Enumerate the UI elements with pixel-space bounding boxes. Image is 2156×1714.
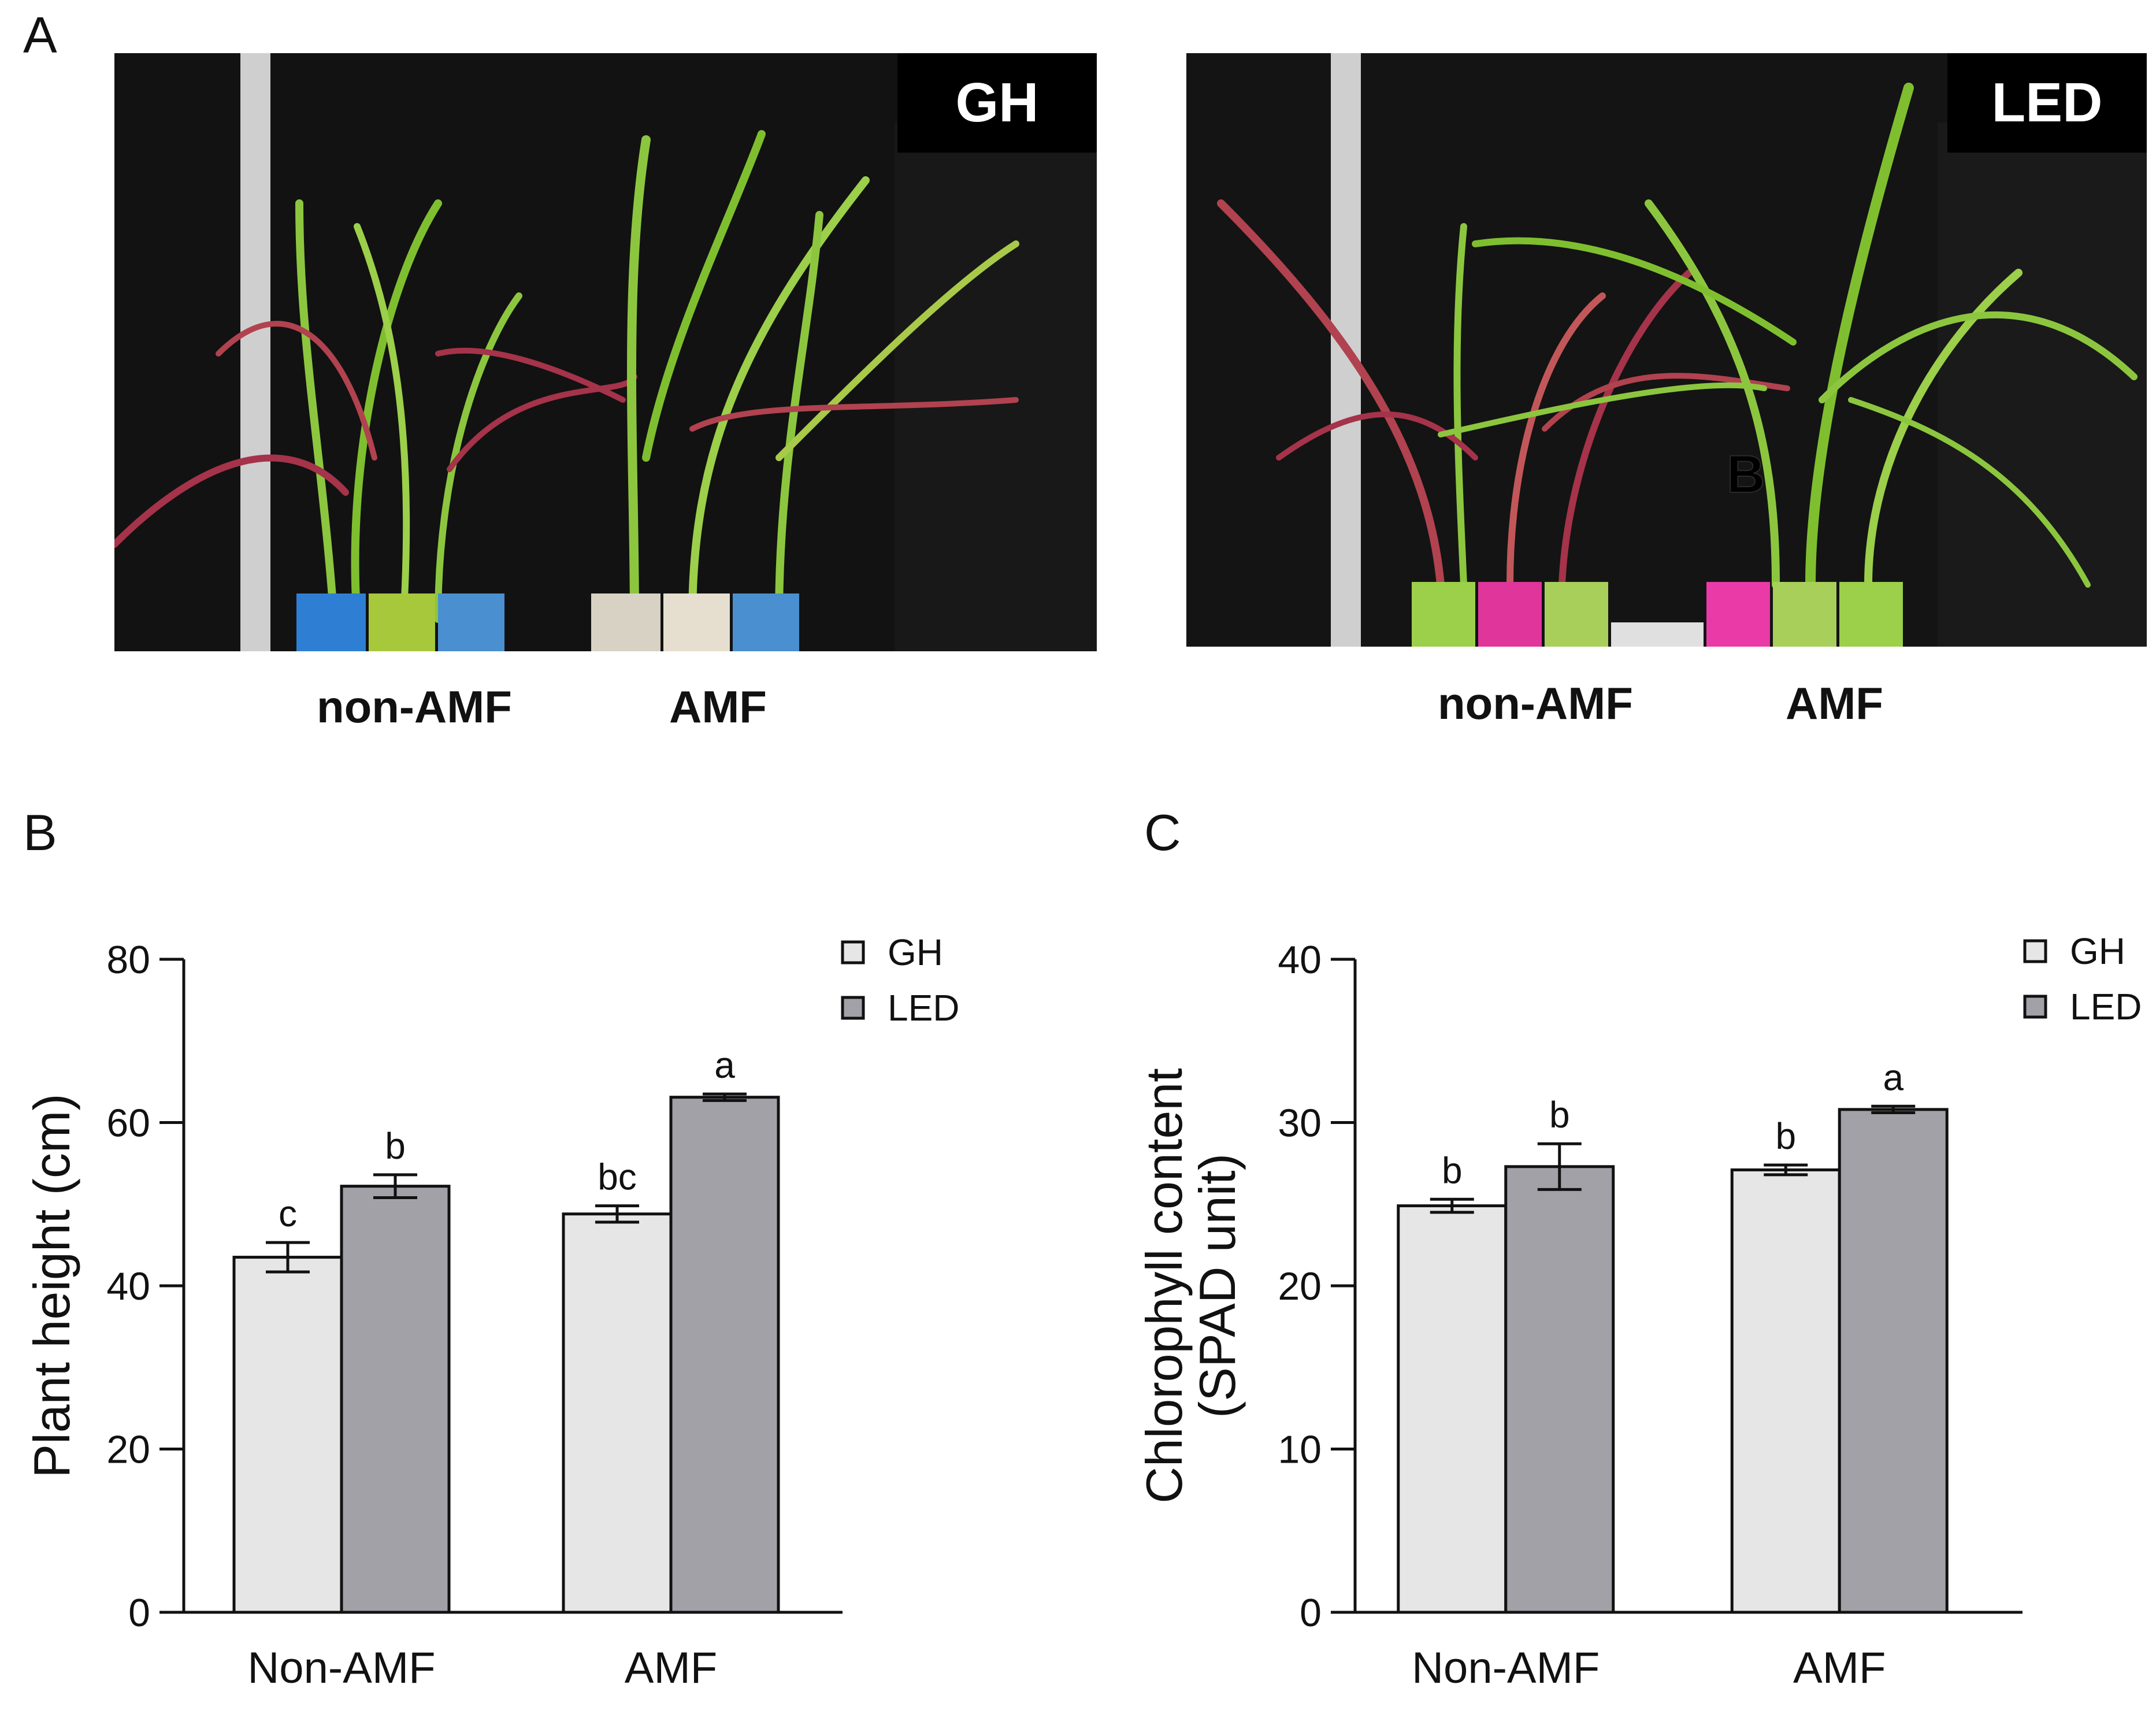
y-tick-label: 0 <box>128 1591 150 1635</box>
significance-letter: b <box>1442 1149 1463 1191</box>
y-tick-label: 0 <box>1300 1591 1322 1635</box>
legend-swatch-gh <box>841 940 865 964</box>
bar-gh-non-amf <box>1397 1204 1508 1614</box>
chart-plant-height: 0 20 40 60 80 c b Non-AMF bc a AMF Plant height (cm… <box>23 932 960 1693</box>
legend-swatch-gh <box>2023 939 2047 963</box>
y-tick-label: 20 <box>106 1428 150 1472</box>
photo-led-tag: LED <box>1947 53 2147 153</box>
photo-gh: GH <box>114 53 1097 651</box>
y-tick-label: 30 <box>1278 1101 1322 1145</box>
bar-gh-amf <box>562 1212 673 1614</box>
bar-led-non-amf <box>340 1185 451 1614</box>
pots-amf <box>1706 582 1903 647</box>
y-axis-label: Plant height (cm) <box>23 1093 80 1478</box>
y-tick-label: 60 <box>106 1101 150 1145</box>
photo-led: B LED <box>1186 53 2147 647</box>
photo-gh-label-non-amf: non-AMF <box>317 681 512 732</box>
y-tick-label: 10 <box>1278 1428 1322 1472</box>
y-axis-label: Chlorophyll content <box>1135 1068 1193 1503</box>
photo-gh-tag: GH <box>897 53 1097 153</box>
y-tick-label: 20 <box>1278 1264 1322 1308</box>
significance-letter: a <box>1883 1056 1903 1098</box>
legend-label-gh: GH <box>888 932 943 973</box>
x-category-label: Non-AMF <box>247 1643 435 1693</box>
panel-letter-b: B <box>23 804 57 861</box>
photo-led-pot-mark: B <box>1727 445 1765 504</box>
significance-letter: b <box>1775 1115 1796 1157</box>
legend-swatch-led <box>2023 995 2047 1019</box>
significance-letter: b <box>1549 1094 1570 1136</box>
legend-label-gh: GH <box>2070 930 2125 972</box>
ruler <box>240 53 270 651</box>
x-category-label: AMF <box>1793 1643 1886 1693</box>
pots-non-amf <box>296 593 504 651</box>
bar-led-amf <box>669 1096 780 1614</box>
bar-led-non-amf <box>1504 1165 1615 1614</box>
y-tick-label: 40 <box>1278 938 1322 982</box>
bar-led-amf <box>1838 1108 1949 1614</box>
bar-gh-amf <box>1730 1168 1841 1614</box>
bar-gh-non-amf <box>232 1256 343 1614</box>
legend-label-led: LED <box>888 987 960 1029</box>
panel-letter-c: C <box>1144 804 1181 861</box>
x-category-label: AMF <box>625 1643 717 1693</box>
y-tick-label: 40 <box>106 1264 150 1308</box>
photo-gh-label-amf: AMF <box>669 681 767 732</box>
x-category-label: Non-AMF <box>1412 1643 1600 1693</box>
photo-led-label-non-amf: non-AMF <box>1438 678 1633 729</box>
chart-chlorophyll: 0 10 20 30 40 b b Non-AMF b a AMF Chlorophyll conte… <box>1135 930 2142 1693</box>
legend-label-led: LED <box>2070 986 2142 1027</box>
photo-gh-illustration <box>114 53 1097 651</box>
y-tick-label: 80 <box>106 938 150 982</box>
pots-non-amf <box>1412 582 1704 647</box>
panel-letter-a: A <box>23 6 57 64</box>
significance-letter: bc <box>598 1156 637 1198</box>
y-axis-label: (SPAD unit) <box>1189 1153 1246 1418</box>
significance-letter: a <box>714 1044 735 1086</box>
significance-letter: b <box>385 1125 406 1167</box>
legend-swatch-led <box>841 996 865 1020</box>
significance-letter: c <box>279 1193 297 1234</box>
pots-amf <box>591 593 799 651</box>
photo-led-label-amf: AMF <box>1786 678 1883 729</box>
